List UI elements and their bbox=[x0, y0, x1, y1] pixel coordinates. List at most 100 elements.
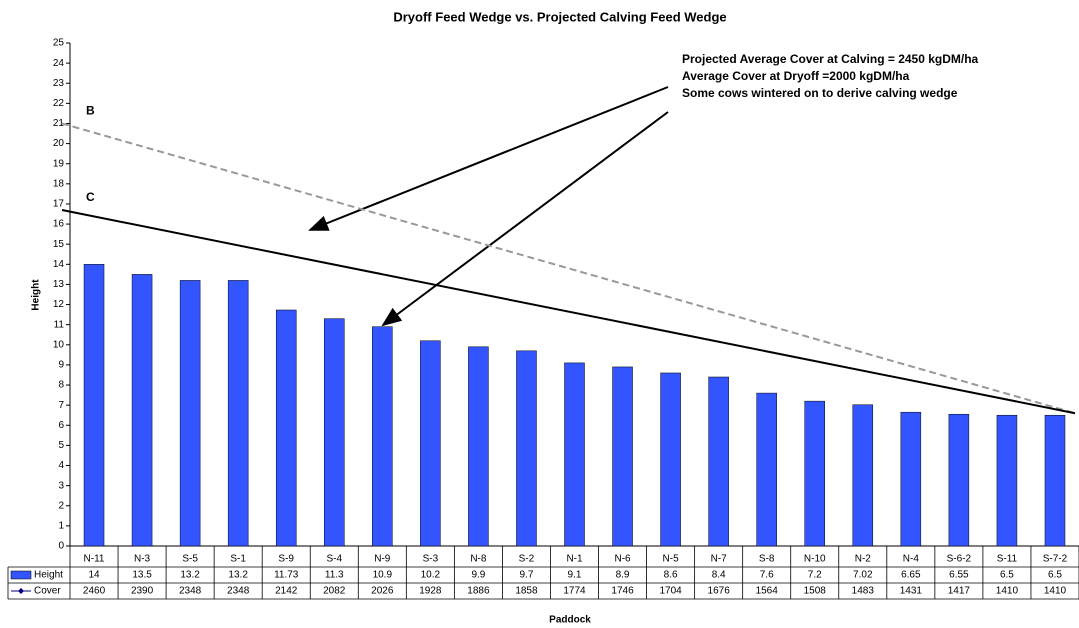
table-value: 2026 bbox=[371, 586, 394, 597]
x-tick-label: S-3 bbox=[423, 554, 439, 565]
y-tick-label: 15 bbox=[53, 239, 65, 250]
table-value: 13.2 bbox=[228, 570, 248, 581]
y-tick-label: 8 bbox=[58, 380, 64, 391]
y-tick-label: 20 bbox=[53, 138, 65, 149]
bar bbox=[804, 400, 825, 547]
table-value: 11.3 bbox=[325, 570, 344, 581]
bar bbox=[708, 376, 729, 547]
x-tick-label: S-1 bbox=[230, 554, 246, 565]
x-tick-label: N-5 bbox=[663, 554, 680, 565]
y-tick-label: 14 bbox=[53, 259, 65, 270]
legend-key bbox=[18, 588, 24, 594]
bar bbox=[564, 362, 585, 547]
y-tick-label: 19 bbox=[53, 158, 65, 169]
table-value: 2460 bbox=[83, 586, 106, 597]
bar bbox=[852, 404, 874, 547]
bar bbox=[179, 280, 201, 547]
bar bbox=[275, 309, 297, 547]
x-tick-label: S-8 bbox=[759, 554, 775, 565]
y-tick-label: 24 bbox=[53, 58, 65, 69]
table-value: 1746 bbox=[611, 586, 634, 597]
x-tick-label: N-4 bbox=[903, 554, 920, 565]
y-tick-label: 4 bbox=[58, 460, 64, 471]
y-tick-label: 25 bbox=[53, 38, 65, 49]
table-value: 9.7 bbox=[519, 570, 533, 581]
table-value: 10.2 bbox=[421, 570, 441, 581]
arrow bbox=[381, 111, 669, 327]
y-tick-label: 22 bbox=[53, 98, 65, 109]
table-value: 6.5 bbox=[1000, 570, 1014, 581]
y-tick-label: 10 bbox=[53, 339, 65, 350]
table-value: 8.6 bbox=[664, 570, 678, 581]
y-tick-label: 1 bbox=[58, 521, 64, 532]
y-tick-label: 23 bbox=[53, 78, 65, 89]
bar bbox=[324, 318, 345, 547]
x-tick-label: N-8 bbox=[470, 554, 487, 565]
table-value: 6.55 bbox=[949, 570, 969, 581]
table-value: 2142 bbox=[275, 586, 298, 597]
arrow bbox=[308, 86, 669, 231]
table-value: 9.9 bbox=[471, 570, 485, 581]
y-tick-label: 21 bbox=[53, 118, 65, 129]
y-tick-label: 6 bbox=[58, 420, 64, 431]
bar bbox=[227, 280, 249, 547]
x-tick-label: N-9 bbox=[374, 554, 391, 565]
x-tick-label: N-11 bbox=[84, 554, 105, 565]
bar bbox=[131, 274, 153, 547]
x-tick-label: N-10 bbox=[804, 554, 826, 565]
table-value: 13.5 bbox=[132, 570, 152, 581]
table-value: 2390 bbox=[131, 586, 154, 597]
table-value: 10.9 bbox=[373, 570, 393, 581]
chart-title: Dryoff Feed Wedge vs. Projected Calving … bbox=[393, 9, 726, 24]
annotation: Average Cover at Dryoff =2000 kgDM/ha bbox=[682, 69, 910, 83]
annotation: Projected Average Cover at Calving = 245… bbox=[682, 52, 979, 66]
x-tick-label: S-9 bbox=[278, 554, 294, 565]
legend-label: Height bbox=[34, 570, 63, 581]
y-tick-label: 2 bbox=[58, 500, 64, 511]
table-value: 7.2 bbox=[808, 570, 822, 581]
y-tick-label: 3 bbox=[58, 480, 64, 491]
table-value: 9.1 bbox=[568, 570, 582, 581]
table-value: 13.2 bbox=[180, 570, 200, 581]
x-axis-label: Paddock bbox=[549, 615, 591, 626]
x-tick-label: S-7-2 bbox=[1043, 554, 1068, 565]
table-value: 1431 bbox=[900, 586, 923, 597]
table-value: 1774 bbox=[563, 586, 586, 597]
table-value: 2348 bbox=[227, 586, 250, 597]
y-tick-label: 12 bbox=[53, 299, 65, 310]
reference-line bbox=[61, 209, 1076, 415]
y-tick-label: 17 bbox=[53, 199, 65, 210]
x-tick-label: N-1 bbox=[566, 554, 583, 565]
legend-key bbox=[10, 570, 32, 580]
table-value: 1858 bbox=[515, 586, 538, 597]
bar bbox=[516, 350, 537, 547]
table-value: 2348 bbox=[179, 586, 202, 597]
y-axis-label: Height bbox=[31, 279, 42, 311]
table-value: 1564 bbox=[756, 586, 779, 597]
reference-label: B bbox=[86, 104, 95, 118]
table-value: 8.4 bbox=[712, 570, 726, 581]
y-tick-label: 16 bbox=[53, 219, 65, 230]
annotation: Some cows wintered on to derive calving … bbox=[682, 86, 958, 100]
table-value: 1928 bbox=[419, 586, 442, 597]
table-value: 7.6 bbox=[760, 570, 774, 581]
bar bbox=[612, 366, 633, 547]
y-tick-label: 7 bbox=[58, 400, 64, 411]
table-value: 1410 bbox=[996, 586, 1019, 597]
bar bbox=[756, 392, 777, 547]
bar bbox=[1044, 414, 1066, 547]
x-tick-label: S-11 bbox=[997, 554, 1018, 565]
table-value: 1886 bbox=[467, 586, 490, 597]
table-value: 11.73 bbox=[274, 570, 299, 581]
table-value: 1417 bbox=[948, 586, 971, 597]
table-value: 1410 bbox=[1044, 586, 1067, 597]
table-value: 6.5 bbox=[1048, 570, 1062, 581]
reference-label: C bbox=[86, 190, 95, 204]
bar bbox=[468, 346, 489, 547]
x-tick-label: S-2 bbox=[519, 554, 535, 565]
x-tick-label: S-5 bbox=[182, 554, 198, 565]
y-tick-label: 5 bbox=[58, 440, 64, 451]
table-value: 8.9 bbox=[616, 570, 630, 581]
bar bbox=[996, 414, 1018, 547]
